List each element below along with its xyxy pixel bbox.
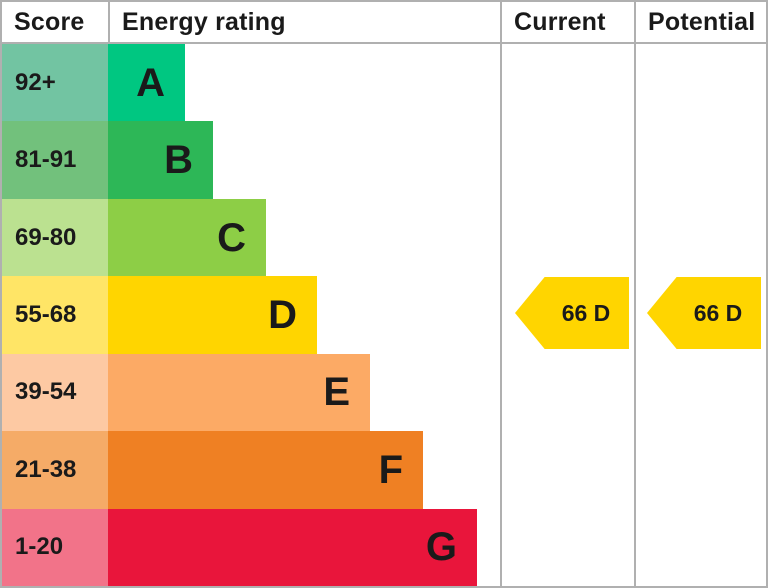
current-column-header: Current xyxy=(514,7,606,36)
band-row-a: 92+ A xyxy=(2,44,500,122)
band-b-score-range: 81-91 xyxy=(2,121,108,199)
score-column-header: Score xyxy=(2,2,110,42)
band-row-g: 1-20 G xyxy=(2,508,500,586)
band-e-bar: E xyxy=(108,353,370,432)
current-header-row: Current xyxy=(502,2,634,44)
band-f-score-range: 21-38 xyxy=(2,431,108,509)
header-row: Score Energy rating xyxy=(2,2,500,44)
current-rating-arrow: 66 D xyxy=(515,277,629,349)
potential-header-row: Potential xyxy=(636,2,766,44)
band-row-b: 81-91 B xyxy=(2,121,500,199)
band-g-bar: G xyxy=(108,508,477,586)
band-row-c: 69-80 C xyxy=(2,198,500,277)
band-row-d: 55-68 D xyxy=(2,276,500,354)
potential-column-body: 66 D xyxy=(636,44,766,586)
band-rows: 92+ A 81-91 B 69-80 C 55-68 D 39-54 E 21… xyxy=(2,44,500,586)
band-e-score-range: 39-54 xyxy=(2,353,108,432)
current-column: Current 66 D xyxy=(500,2,634,586)
chart-zone: Score Energy rating 92+ A 81-91 B 69-80 … xyxy=(2,2,500,586)
potential-column-header: Potential xyxy=(648,7,756,36)
band-b-bar: B xyxy=(108,121,213,199)
band-c-bar: C xyxy=(108,198,266,277)
band-f-bar: F xyxy=(108,431,423,509)
band-d-bar: D xyxy=(108,276,317,354)
band-a-bar: A xyxy=(108,44,185,122)
band-g-score-range: 1-20 xyxy=(2,508,108,586)
current-column-body: 66 D xyxy=(502,44,634,586)
band-a-score-range: 92+ xyxy=(2,44,108,122)
potential-column: Potential 66 D xyxy=(634,2,766,586)
band-c-score-range: 69-80 xyxy=(2,198,108,277)
band-row-f: 21-38 F xyxy=(2,431,500,509)
band-row-e: 39-54 E xyxy=(2,353,500,432)
energy-rating-column-header: Energy rating xyxy=(122,7,286,36)
potential-rating-arrow: 66 D xyxy=(647,277,761,349)
band-d-score-range: 55-68 xyxy=(2,276,108,354)
